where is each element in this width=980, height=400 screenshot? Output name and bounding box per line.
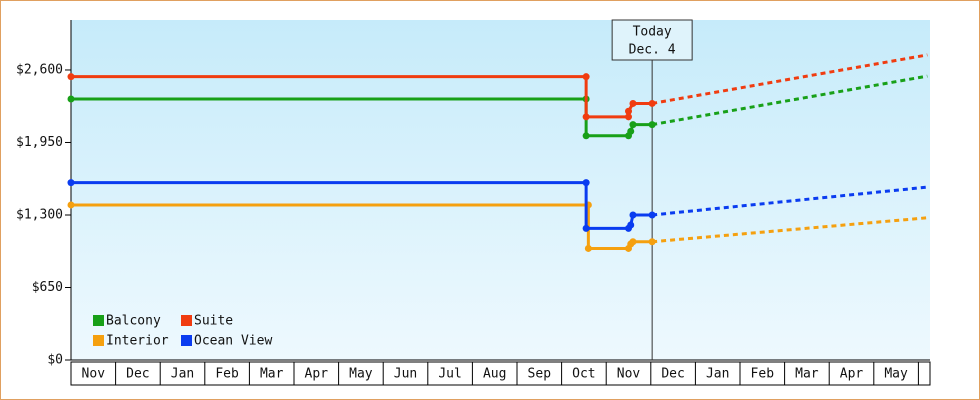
price-point [648,99,656,107]
x-tick-label: May [349,367,373,382]
price-point [627,221,635,229]
price-point [648,238,656,246]
x-tick-label: Jul [438,367,461,382]
price-point [582,73,590,81]
plot-area [71,20,930,360]
price-point [629,211,637,219]
legend-swatch [93,315,104,326]
x-tick-label: Jan [706,367,729,382]
legend-swatch [181,335,192,346]
price-point [582,132,590,140]
x-tick-label: Apr [840,367,864,382]
legend-swatch [181,315,192,326]
x-tick-label: Jan [171,367,194,382]
forecast-line [652,216,928,244]
x-tick-label: Jun [394,367,417,382]
price-point [582,179,590,187]
forecast-line [651,53,928,105]
x-tick-label: Sep [528,367,552,382]
today-label: Today [633,25,672,40]
y-tick-label: $1,300 [16,207,63,222]
legend-label: Suite [194,314,233,329]
price-point [648,121,656,129]
y-tick-label: $0 [47,353,63,368]
x-tick-label: Feb [215,367,239,382]
y-tick-label: $1,950 [16,135,63,150]
today-label: Dec. 4 [629,43,676,58]
price-point [584,244,592,252]
x-tick-label: Aug [483,367,506,382]
forecast-line [651,74,928,127]
x-tick-label: Mar [795,367,819,382]
price-point [67,201,75,209]
price-point [625,113,633,121]
legend-label: Ocean View [194,334,272,349]
today-box [611,19,693,61]
price-point [629,238,637,246]
x-tick-label: Dec [126,367,149,382]
price-point [67,73,75,81]
price-point [582,113,590,121]
x-tick-label: Oct [572,367,595,382]
price-point [648,211,656,219]
x-tick-label: Dec [661,367,684,382]
y-tick-label: $650 [32,280,63,295]
forecast-line [651,185,928,217]
x-tick-label: Nov [617,367,641,382]
y-tick-label: $2,600 [16,62,63,77]
x-tick-label: Apr [305,367,329,382]
price-point [67,179,75,187]
legend-label: Balcony [106,314,161,329]
x-tick-label: Mar [260,367,284,382]
price-point [629,99,637,107]
price-point [629,121,637,129]
legend-swatch [93,335,104,346]
legend-label: Interior [106,334,169,349]
price-point [627,127,635,135]
x-axis-band [70,361,931,386]
x-tick-label: Nov [82,367,106,382]
price-point [67,95,75,103]
x-tick-label: May [884,367,908,382]
price-point [582,224,590,232]
price-point [625,107,633,115]
x-tick-label: Feb [751,367,775,382]
